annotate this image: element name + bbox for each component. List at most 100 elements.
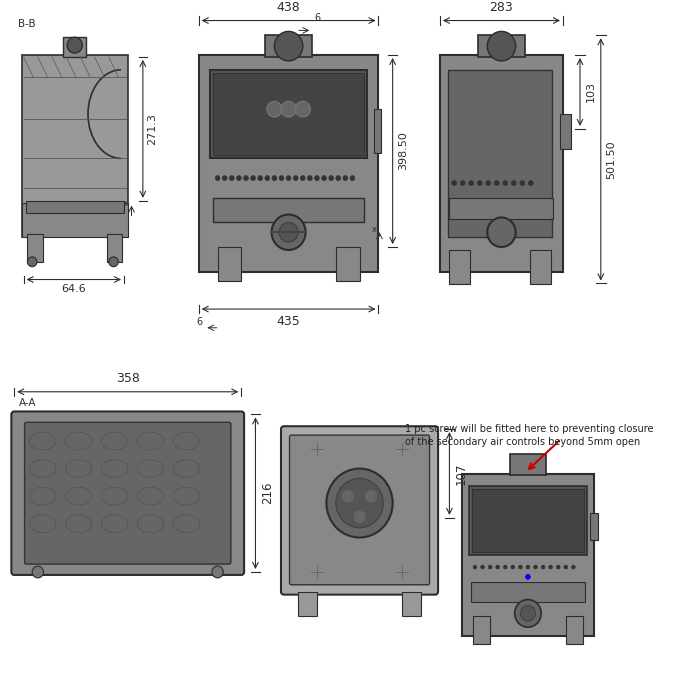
Circle shape <box>365 489 377 503</box>
Text: 6: 6 <box>314 13 320 24</box>
Circle shape <box>487 32 516 61</box>
Bar <box>213 198 364 223</box>
Bar <box>473 616 490 644</box>
FancyBboxPatch shape <box>11 412 244 575</box>
Text: 438: 438 <box>276 1 300 13</box>
Circle shape <box>571 565 575 569</box>
Circle shape <box>223 176 227 181</box>
Circle shape <box>494 181 499 186</box>
Circle shape <box>350 176 355 181</box>
Circle shape <box>503 565 507 569</box>
Circle shape <box>27 257 37 267</box>
Bar <box>510 454 546 475</box>
Circle shape <box>528 181 533 186</box>
Bar <box>449 198 554 220</box>
Circle shape <box>511 565 514 569</box>
Circle shape <box>503 181 507 186</box>
FancyBboxPatch shape <box>281 426 438 594</box>
Bar <box>447 70 552 237</box>
Circle shape <box>564 565 568 569</box>
Bar <box>298 592 317 616</box>
Circle shape <box>496 565 500 569</box>
FancyBboxPatch shape <box>290 435 430 584</box>
Text: 283: 283 <box>489 1 513 13</box>
Circle shape <box>526 565 530 569</box>
Circle shape <box>342 489 355 503</box>
Circle shape <box>314 176 319 181</box>
Circle shape <box>244 176 248 181</box>
Circle shape <box>461 181 465 186</box>
Bar <box>402 592 421 616</box>
Bar <box>449 250 470 284</box>
Bar <box>210 70 367 158</box>
Bar <box>462 473 594 636</box>
Circle shape <box>274 32 303 61</box>
Circle shape <box>477 181 482 186</box>
Text: 6: 6 <box>197 317 203 327</box>
Text: A-A: A-A <box>19 398 36 407</box>
Bar <box>374 109 382 153</box>
Bar <box>440 55 563 272</box>
Circle shape <box>473 565 477 569</box>
Bar <box>22 55 127 237</box>
Text: x: x <box>372 225 377 234</box>
Circle shape <box>286 176 291 181</box>
Circle shape <box>519 565 522 569</box>
Bar <box>471 582 584 601</box>
Circle shape <box>281 102 296 117</box>
Circle shape <box>212 566 223 578</box>
Text: 435: 435 <box>276 315 300 328</box>
Text: 271.3: 271.3 <box>147 113 157 145</box>
Text: of the secondary air controls beyond 5mm open: of the secondary air controls beyond 5mm… <box>405 437 640 447</box>
Bar <box>25 201 124 213</box>
Circle shape <box>336 478 383 528</box>
Circle shape <box>230 176 235 181</box>
Text: 398.50: 398.50 <box>398 132 408 171</box>
Circle shape <box>326 468 393 538</box>
Bar <box>213 73 364 155</box>
Circle shape <box>258 176 262 181</box>
Circle shape <box>487 218 516 247</box>
Bar <box>530 250 551 284</box>
Circle shape <box>512 181 516 186</box>
Circle shape <box>520 181 524 186</box>
Circle shape <box>533 565 538 569</box>
Bar <box>218 247 241 281</box>
Circle shape <box>295 102 310 117</box>
Circle shape <box>520 606 536 621</box>
Bar <box>265 35 312 57</box>
Text: 64.6: 64.6 <box>62 284 86 295</box>
Circle shape <box>272 214 306 250</box>
Circle shape <box>353 510 366 524</box>
Bar <box>472 489 584 552</box>
Circle shape <box>343 176 348 181</box>
Circle shape <box>307 176 312 181</box>
Circle shape <box>488 565 492 569</box>
Bar <box>560 114 571 148</box>
Circle shape <box>67 37 83 53</box>
Bar <box>22 203 127 237</box>
Circle shape <box>272 176 276 181</box>
Bar <box>590 513 598 540</box>
Bar <box>336 247 360 281</box>
FancyBboxPatch shape <box>25 422 231 564</box>
Circle shape <box>237 176 242 181</box>
Text: 103: 103 <box>586 81 596 102</box>
Bar <box>566 616 583 644</box>
Text: 358: 358 <box>116 372 140 385</box>
Circle shape <box>300 176 305 181</box>
Circle shape <box>251 176 256 181</box>
Circle shape <box>481 565 484 569</box>
Circle shape <box>541 565 545 569</box>
Circle shape <box>32 566 43 578</box>
Circle shape <box>526 575 531 580</box>
Bar <box>107 234 122 262</box>
Text: 107: 107 <box>455 462 468 484</box>
Circle shape <box>215 176 220 181</box>
Text: 216: 216 <box>261 482 274 505</box>
Circle shape <box>549 565 552 569</box>
Circle shape <box>265 176 270 181</box>
Text: 1 pc screw will be fitted here to preventing closure: 1 pc screw will be fitted here to preven… <box>405 424 653 434</box>
Circle shape <box>556 565 560 569</box>
Circle shape <box>452 181 456 186</box>
